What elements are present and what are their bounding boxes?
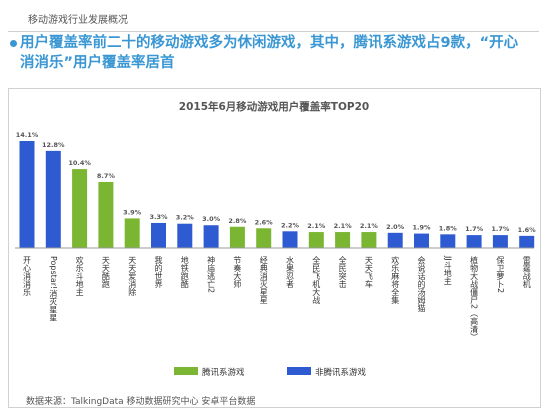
category-label-20: 雷霆战机 (522, 256, 531, 289)
legend-label-2: 非腾讯系游戏 (315, 367, 367, 378)
bar-10 (256, 228, 272, 248)
bar-value-label-7: 3.2% (176, 214, 195, 222)
category-label-8: 神庙逃亡2 (207, 255, 216, 293)
category-label-15: 欢乐麻将全集 (391, 255, 400, 305)
legend-label-1: 腾讯系游戏 (202, 367, 245, 378)
bar-value-label-19: 1.7% (491, 225, 510, 233)
bar-11 (282, 231, 298, 248)
bar-value-label-17: 1.8% (439, 224, 458, 232)
bar-value-label-10: 2.6% (255, 218, 274, 226)
bar-17 (440, 234, 456, 248)
bar-value-label-1: 14.1% (16, 131, 39, 139)
bar-value-label-14: 2.1% (360, 222, 379, 230)
data-source-note: 数据来源：TalkingData 移动数据研究中心 安卓平台数据 (26, 397, 256, 407)
headline-bullet-icon (10, 40, 17, 47)
legend-swatch-1 (174, 367, 198, 375)
category-label-9: 节奏大师 (233, 256, 242, 289)
bar-9 (229, 226, 245, 248)
bar-8 (203, 225, 219, 248)
category-label-5: 天天爱消除 (128, 256, 137, 296)
header-divider (8, 31, 539, 32)
bar-value-label-3: 10.4% (68, 159, 91, 167)
bar-value-label-16: 1.9% (412, 224, 431, 232)
category-label-18: 植物大战僵尸2（高清） (470, 255, 479, 341)
chart-title: 2015年6月移动游戏用户覆盖率TOP20 (179, 100, 369, 113)
bar-1 (19, 141, 35, 248)
bar-value-label-5: 3.9% (123, 208, 142, 216)
category-label-17: JJ斗地主 (443, 255, 452, 285)
category-label-3: 欢乐斗地主 (75, 255, 84, 296)
category-label-6: 我的世界 (154, 255, 163, 289)
bar-value-label-15: 2.0% (386, 223, 405, 231)
bar-2 (45, 150, 61, 248)
bar-16 (414, 233, 429, 248)
bar-13 (335, 232, 351, 248)
category-label-10: 经典消灭星星 (259, 255, 268, 304)
bar-chart: 2015年6月移动游戏用户覆盖率TOP20 14.1% 开心消消乐 12.8% Pop… (15, 100, 537, 378)
category-label-11: 水果忍者 (286, 255, 295, 289)
bar-value-label-8: 3.0% (202, 215, 221, 223)
category-label-4: 天天酷跑 (101, 256, 110, 288)
bar-value-label-13: 2.1% (334, 222, 353, 230)
bar-value-label-11: 2.2% (281, 221, 300, 229)
category-label-13: 全民突击 (338, 255, 347, 289)
category-label-12: 全民飞机大战 (312, 255, 321, 305)
bar-15 (387, 232, 403, 248)
category-label-7: 地铁跑酷 (180, 255, 189, 289)
bar-4 (98, 181, 114, 248)
bar-value-label-20: 1.6% (518, 226, 537, 234)
legend-swatch-2 (287, 367, 311, 375)
bar-value-label-18: 1.7% (465, 225, 484, 233)
bar-value-label-4: 8.7% (97, 172, 116, 180)
category-label-1: 开心消消乐 (23, 256, 32, 296)
bar-5 (124, 218, 140, 248)
bar-12 (308, 232, 324, 248)
bar-value-label-9: 2.8% (228, 217, 247, 225)
bar-14 (361, 232, 377, 248)
category-label-16: 会说话的汤姆猫 (417, 255, 426, 313)
section-header-label: 移动游戏行业发展概况 (28, 15, 128, 26)
bar-value-label-6: 3.3% (149, 213, 168, 221)
bar-18 (466, 235, 482, 248)
bar-19 (492, 235, 508, 248)
bar-value-label-12: 2.1% (307, 222, 326, 230)
category-label-19: 保卫萝卜2 (496, 255, 505, 293)
chart-container: 2015年6月移动游戏用户覆盖率TOP20 14.1% 开心消消乐 12.8% Pop… (8, 88, 541, 408)
headline: 用户覆盖率前二十的移动游戏多为休闲游戏，其中，腾讯系游戏占9款，“开心消消乐”用… (20, 35, 519, 71)
bar-20 (519, 235, 535, 248)
category-label-14: 天天飞车 (364, 256, 373, 289)
bar-value-label-2: 12.8% (42, 141, 65, 149)
bar-3 (72, 169, 88, 248)
category-label-2: Popstar!消灭星星 (49, 256, 58, 321)
bar-6 (151, 222, 166, 248)
bar-7 (177, 223, 193, 248)
